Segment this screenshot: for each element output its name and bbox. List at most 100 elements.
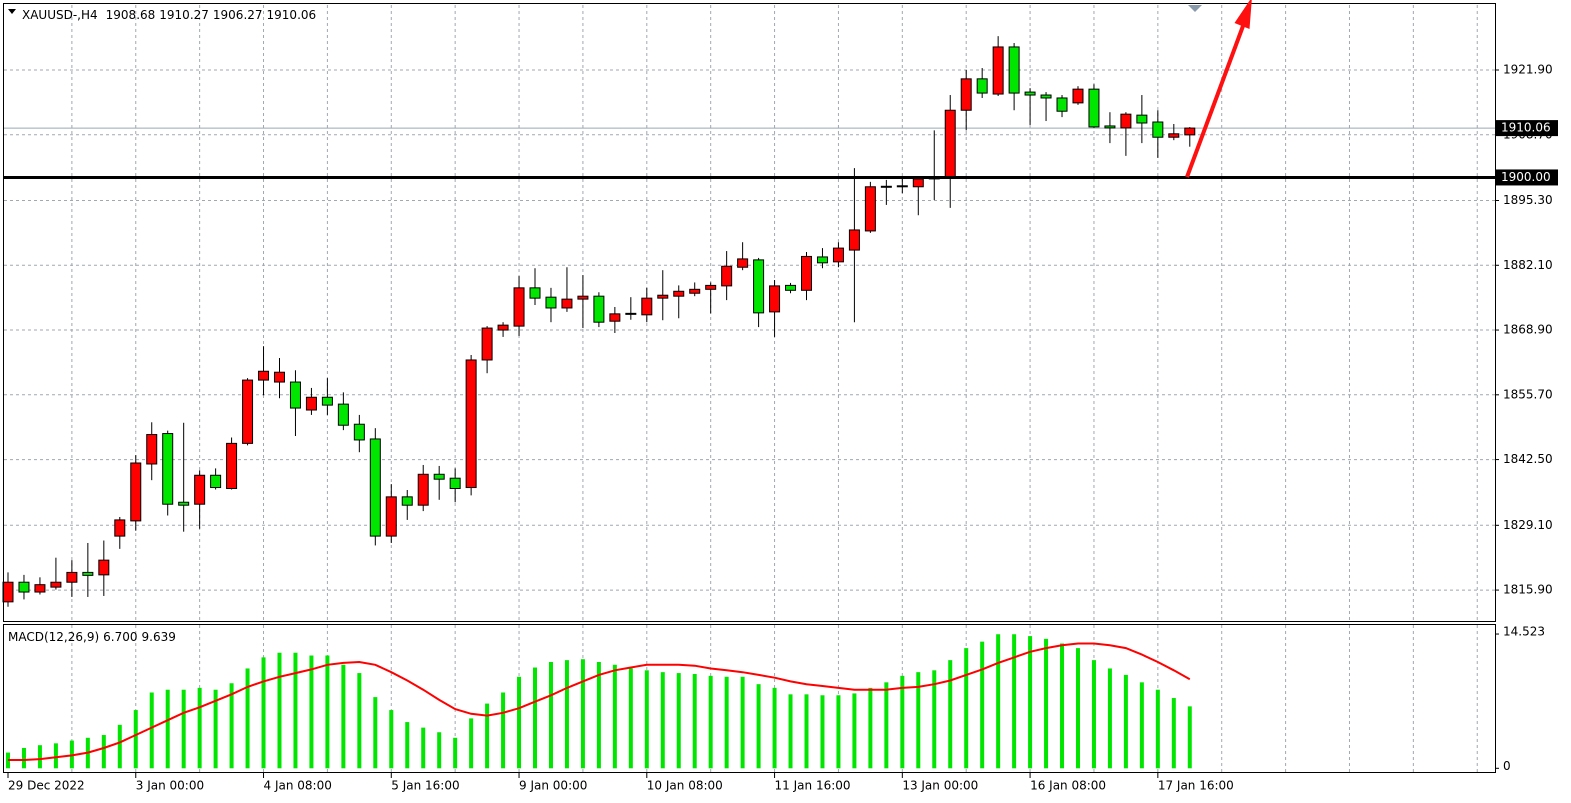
macd-bar — [1107, 668, 1112, 769]
y-tick-label: 1855.70 — [1503, 387, 1553, 401]
candle-body — [816, 256, 828, 264]
candle-body — [1120, 113, 1132, 129]
x-tick-label: 3 Jan 00:00 — [136, 779, 204, 793]
macd-bar — [708, 675, 713, 769]
macd-bar — [1171, 698, 1176, 769]
candle-body — [194, 474, 206, 505]
macd-bar — [485, 703, 490, 769]
candle-body — [513, 287, 525, 327]
macd-bar — [437, 732, 442, 769]
macd-bar — [660, 672, 665, 769]
macd-bar — [948, 660, 953, 769]
x-tick-label: 17 Jan 16:00 — [1158, 779, 1234, 793]
candle-body — [976, 78, 988, 94]
candle-body — [657, 294, 669, 299]
macd-bar — [756, 684, 761, 769]
macd-bar — [772, 687, 777, 769]
candle-body — [1104, 125, 1116, 129]
macd-bar — [1139, 682, 1144, 769]
candle-body — [433, 473, 445, 480]
y-tick-label: 1815.90 — [1503, 583, 1553, 597]
candle-body — [210, 474, 222, 489]
candle-body — [1168, 133, 1180, 138]
candle-body — [449, 477, 461, 490]
candle-body — [769, 285, 781, 313]
macd-bar — [277, 652, 282, 769]
macd-bar — [964, 648, 969, 769]
macd-bar — [900, 675, 905, 769]
macd-bar — [692, 674, 697, 769]
candle-body — [529, 287, 541, 299]
candle-body — [721, 265, 733, 287]
macd-bar — [389, 710, 394, 769]
candle-body — [577, 295, 589, 300]
candle-body — [689, 288, 701, 294]
macd-bar — [724, 676, 729, 769]
candle-body — [1136, 114, 1148, 124]
macd-bar — [229, 683, 234, 769]
candle-body — [146, 434, 158, 465]
macd-bar — [357, 673, 362, 769]
candle-body — [497, 324, 509, 331]
macd-bar — [1123, 674, 1128, 769]
macd-bar — [1091, 660, 1096, 769]
macd-bar — [421, 727, 426, 769]
arrow-head[interactable] — [1234, 0, 1253, 29]
shift-marker[interactable] — [1188, 5, 1202, 12]
macd-bar — [501, 692, 506, 769]
candle-body — [960, 78, 972, 111]
candle-body — [481, 327, 493, 361]
x-tick-label: 29 Dec 2022 — [8, 779, 85, 793]
macd-bar — [564, 660, 569, 769]
candle-body — [1184, 127, 1196, 136]
candle-body — [321, 396, 333, 406]
x-tick-label: 9 Jan 00:00 — [519, 779, 587, 793]
candle-body — [98, 559, 110, 576]
candle-body — [417, 473, 429, 506]
y-tick-label: 1842.50 — [1503, 452, 1553, 466]
candle-body — [34, 584, 46, 593]
macd-bar — [644, 670, 649, 769]
candle-body — [401, 496, 413, 506]
candle-body — [1152, 121, 1164, 138]
macd-bar — [836, 695, 841, 769]
candle-body — [66, 571, 78, 583]
candle-body — [242, 379, 254, 444]
candle-body — [673, 290, 685, 297]
candle-body — [737, 258, 749, 268]
macd-header: MACD(12,26,9) 6.700 9.639 — [8, 630, 176, 644]
candle-body — [1008, 46, 1020, 94]
y-tick-label: 1921.90 — [1503, 63, 1553, 77]
y-tick-label: 14.523 — [1503, 625, 1545, 639]
candle-body — [625, 312, 637, 315]
arrow-drawing[interactable] — [1185, 25, 1245, 178]
candle-body — [944, 109, 956, 179]
x-tick-label: 11 Jan 16:00 — [775, 779, 851, 793]
level-label: 1900.00 — [1501, 170, 1551, 184]
y-tick-label: 1868.90 — [1503, 323, 1553, 337]
candle-body — [1024, 91, 1036, 96]
menu-triangle[interactable] — [8, 9, 16, 14]
macd-bar — [1187, 706, 1192, 769]
macd-bar — [1044, 638, 1049, 769]
macd-bar — [580, 659, 585, 769]
x-tick-label: 5 Jan 16:00 — [391, 779, 459, 793]
candle-body — [561, 298, 573, 309]
macd-bar — [612, 664, 617, 769]
candle-body — [178, 501, 190, 506]
macd-bar — [293, 652, 298, 769]
macd-bar — [197, 687, 202, 769]
current-price-box — [1496, 120, 1558, 137]
candle-body — [848, 229, 860, 251]
candle-body — [832, 247, 844, 263]
x-tick-label: 16 Jan 08:00 — [1030, 779, 1106, 793]
macd-readout: 6.700 — [103, 630, 137, 644]
macd-bar — [405, 722, 410, 769]
candle-body — [1056, 97, 1068, 112]
macd-bar — [517, 676, 522, 769]
candle-body — [992, 46, 1004, 95]
macd-bar — [740, 676, 745, 769]
macd-bar — [101, 735, 106, 769]
macd-bar — [181, 689, 186, 769]
